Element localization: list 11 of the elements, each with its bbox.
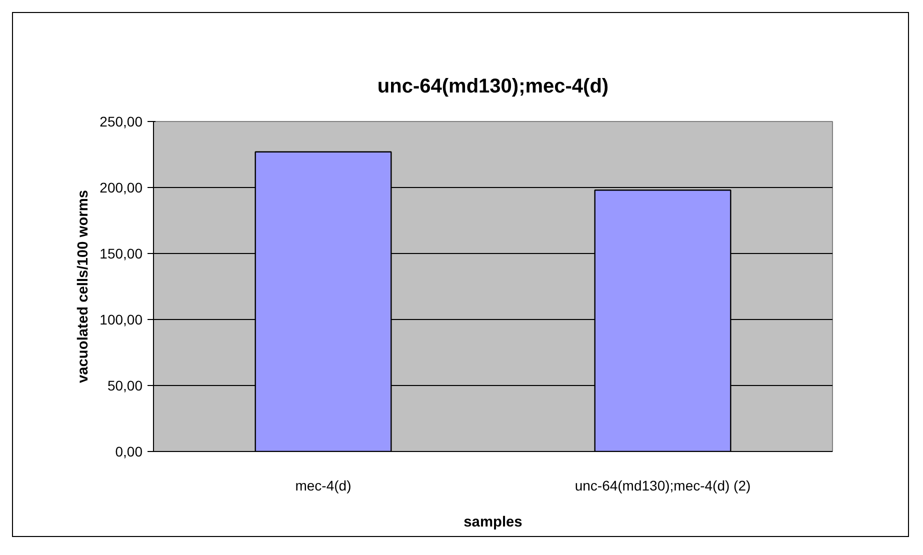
y-tick-label: 0,00	[115, 444, 143, 460]
y-tick-label: 50,00	[107, 378, 143, 394]
x-tick-label: unc-64(md130);mec-4(d) (2)	[574, 478, 751, 494]
y-tick-label: 200,00	[100, 180, 143, 196]
y-tick-label: 250,00	[100, 114, 143, 130]
y-tick-label: 100,00	[100, 312, 143, 328]
y-axis-title: vacuolated cells/100 worms	[76, 190, 92, 384]
y-tick-label: 150,00	[100, 246, 143, 262]
x-tick-label: mec-4(d)	[295, 478, 352, 494]
x-axis-title: samples	[464, 514, 522, 530]
chart-title: unc-64(md130);mec-4(d)	[377, 76, 609, 98]
